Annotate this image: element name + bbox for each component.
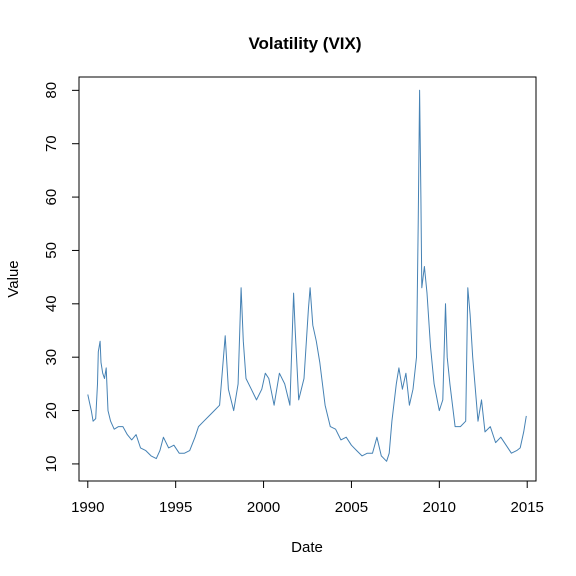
y-tick-label: 20 [43, 402, 60, 419]
x-tick-label: 2005 [335, 499, 368, 516]
x-tick-label: 2015 [511, 499, 544, 516]
chart-title: Volatility (VIX) [248, 34, 361, 53]
plot-area [87, 89, 527, 462]
x-axis-label: Date [291, 539, 323, 556]
y-tick-label: 40 [43, 295, 60, 312]
x-tick-label: 1990 [71, 499, 104, 516]
y-tick-label: 60 [43, 189, 60, 206]
x-tick-label: 2010 [423, 499, 456, 516]
series-line-0 [87, 89, 527, 462]
y-tick-label: 50 [43, 242, 60, 259]
y-tick-label: 10 [43, 456, 60, 473]
x-tick-label: 2000 [247, 499, 280, 516]
y-tick-label: 70 [43, 135, 60, 152]
plot-frame [78, 76, 537, 482]
x-tick-label: 1995 [159, 499, 192, 516]
y-tick-label: 30 [43, 349, 60, 366]
y-axis-label: Value [5, 260, 22, 297]
y-axis: 10 20 30 40 50 60 70 80 [43, 82, 80, 473]
x-axis: 1990 1995 2000 2005 2010 2015 [71, 480, 544, 516]
y-tick-label: 80 [43, 82, 60, 99]
